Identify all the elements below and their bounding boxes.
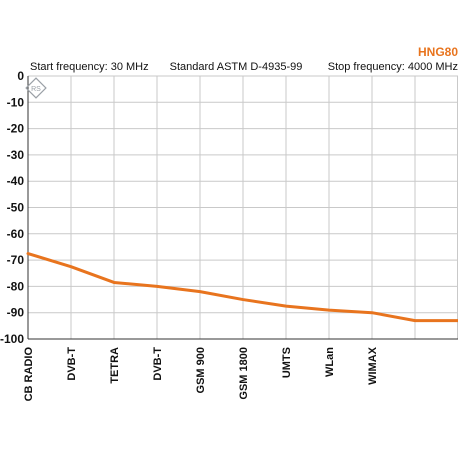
y-tick-label: 0 — [17, 69, 24, 83]
y-tick-label: -40 — [7, 174, 25, 188]
y-tick-label: -20 — [7, 122, 25, 136]
x-tick-label: CB RADIO — [23, 347, 35, 402]
y-tick-label: -60 — [7, 227, 25, 241]
y-tick-label: -80 — [7, 279, 25, 293]
y-tick-label: -10 — [7, 95, 25, 109]
standard-label: Standard ASTM D-4935-99 — [170, 61, 303, 73]
y-axis-ticks: 0 -10 -20 -30 -40 -50 -60 -70 -80 -90 -100 — [0, 69, 24, 346]
x-tick-label: DVB-T — [66, 347, 78, 381]
x-tick-label: WIMAX — [367, 346, 379, 385]
x-axis-ticks: CB RADIO DVB-T TETRA DVB-T GSM 900 GSM 1800 UM… — [23, 346, 379, 401]
y-tick-label: -70 — [7, 253, 25, 267]
series-group — [26, 252, 458, 323]
brand-name: HNG80 — [418, 45, 458, 59]
x-tick-label: WLan — [324, 347, 336, 377]
rs-diamond-logo-icon: RS — [25, 77, 47, 99]
x-tick-label: TETRA — [109, 347, 121, 384]
y-tick-label: -100 — [0, 332, 24, 346]
x-tick-label: UMTS — [281, 347, 293, 378]
y-tick-label: -50 — [7, 201, 25, 215]
logo-text: RS — [31, 86, 41, 93]
x-tick-label: GSM 900 — [195, 347, 207, 393]
y-tick-label: -90 — [7, 306, 25, 320]
x-tick-label: DVB-T — [152, 347, 164, 381]
stop-frequency-label: Stop frequency: 4000 MHz — [328, 61, 458, 73]
y-tick-label: -30 — [7, 148, 25, 162]
start-frequency-label: Start frequency: 30 MHz — [30, 61, 149, 73]
x-tick-label: GSM 1800 — [238, 347, 250, 400]
